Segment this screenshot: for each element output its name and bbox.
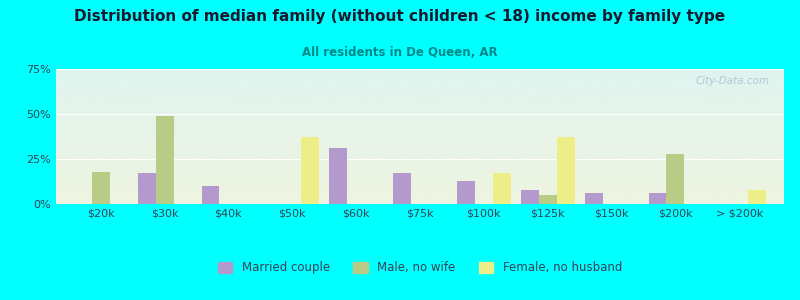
Text: Distribution of median family (without children < 18) income by family type: Distribution of median family (without c… <box>74 9 726 24</box>
Bar <box>457 181 475 204</box>
Bar <box>557 137 574 204</box>
Bar <box>156 116 174 204</box>
Bar <box>538 195 557 204</box>
Bar <box>92 172 110 204</box>
Bar <box>585 193 602 204</box>
Text: City-Data.com: City-Data.com <box>695 76 770 86</box>
Bar <box>138 173 156 204</box>
Bar <box>666 154 684 204</box>
Bar <box>330 148 347 204</box>
Text: All residents in De Queen, AR: All residents in De Queen, AR <box>302 46 498 59</box>
Bar <box>493 173 510 204</box>
Bar <box>393 173 411 204</box>
Bar <box>202 186 219 204</box>
Bar <box>521 190 538 204</box>
Bar <box>649 193 666 204</box>
Bar <box>748 190 766 204</box>
Legend: Married couple, Male, no wife, Female, no husband: Married couple, Male, no wife, Female, n… <box>214 257 626 279</box>
Bar <box>302 137 319 204</box>
